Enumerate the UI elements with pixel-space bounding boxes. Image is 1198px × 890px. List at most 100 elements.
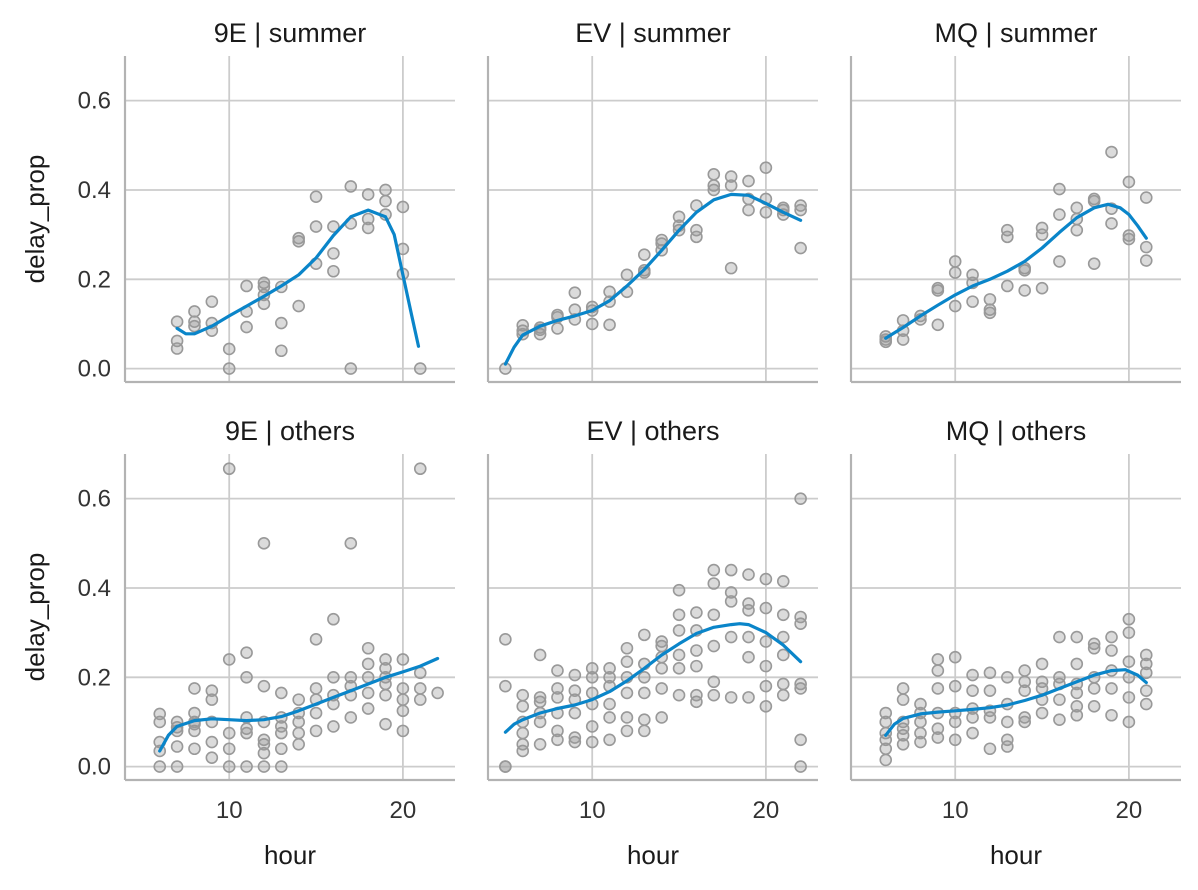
data-point [776,677,790,691]
data-point [361,686,375,700]
data-point [344,537,358,550]
data-point [948,650,962,664]
data-point [1122,655,1136,668]
y-tick-label: 0.2 [78,266,111,293]
data-point [275,316,288,330]
data-point [620,641,634,655]
data-point [794,760,807,773]
data-point [759,206,773,219]
facet-panel: EV | summer [486,18,818,384]
y-tick-label: 0.4 [78,575,111,602]
facet-panel: MQ | others 10 20 hour [849,416,1181,870]
data-point [551,682,564,695]
data-point [638,713,651,727]
data-point [724,563,738,577]
data-point [1018,284,1031,297]
y-tick-label: 0.2 [78,664,111,691]
data-point [292,693,305,706]
data-point [327,720,340,733]
data-point [275,742,288,756]
data-point [742,203,755,217]
data-point [153,707,167,721]
data-point [707,675,721,689]
data-point [275,686,288,700]
data-point [724,170,738,183]
data-point [568,731,582,744]
data-point [879,742,893,756]
data-point [655,662,668,675]
data-point [603,285,616,299]
data-point [948,733,962,747]
data-point [240,760,253,773]
data-point [603,318,616,332]
data-point [1070,630,1084,644]
data-point [379,717,392,731]
data-point [603,711,616,724]
data-point [759,679,773,693]
data-point [240,670,253,684]
data-point [948,679,962,693]
data-point [1122,715,1136,729]
data-point [966,711,979,724]
data-point [1035,706,1049,720]
data-point [1139,697,1153,711]
data-point [396,653,410,666]
data-point [1122,229,1136,242]
smooth-trend-line [158,656,440,753]
data-point [707,563,721,577]
data-point [1087,257,1101,270]
data-point [1122,612,1136,626]
data-point [327,247,340,260]
data-point [240,726,253,740]
data-point [914,715,927,729]
data-point [309,220,323,233]
data-point [1139,254,1153,267]
x-axis-title: hour [264,840,316,870]
data-point [1070,223,1084,237]
data-point [257,733,271,747]
data-point [879,753,893,767]
data-point [931,318,945,332]
data-point [879,706,893,720]
x-tick-label: 10 [942,797,969,824]
data-point [309,190,323,203]
data-point [533,695,547,709]
data-point [585,720,599,733]
data-point [379,183,392,197]
y-axis-title: delay_prop [20,553,50,682]
data-point [690,659,703,673]
data-point [1087,641,1101,655]
data-point [396,724,410,738]
data-point [361,188,375,201]
data-point [533,691,547,704]
data-point [188,706,201,720]
data-point [240,279,253,293]
data-point [655,682,668,695]
data-point [205,735,219,749]
data-point [1087,700,1101,713]
data-point [724,179,738,192]
data-point [931,682,945,695]
data-point [690,230,703,244]
data-point [292,726,305,740]
data-point [292,737,305,751]
data-point [205,751,219,764]
data-point [361,212,375,226]
data-point [1070,657,1084,671]
data-point [742,691,755,704]
data-point [742,568,755,581]
data-point [896,737,910,751]
data-point [690,644,703,657]
data-point [551,733,564,747]
data-point [516,688,530,702]
data-point [551,664,564,677]
data-point [672,648,686,662]
data-point [983,742,997,756]
data-point [1105,145,1118,159]
data-point [396,704,410,718]
data-point [983,666,997,680]
data-point [499,679,512,693]
data-point [931,722,945,735]
data-point [603,670,616,684]
data-point [983,684,997,697]
